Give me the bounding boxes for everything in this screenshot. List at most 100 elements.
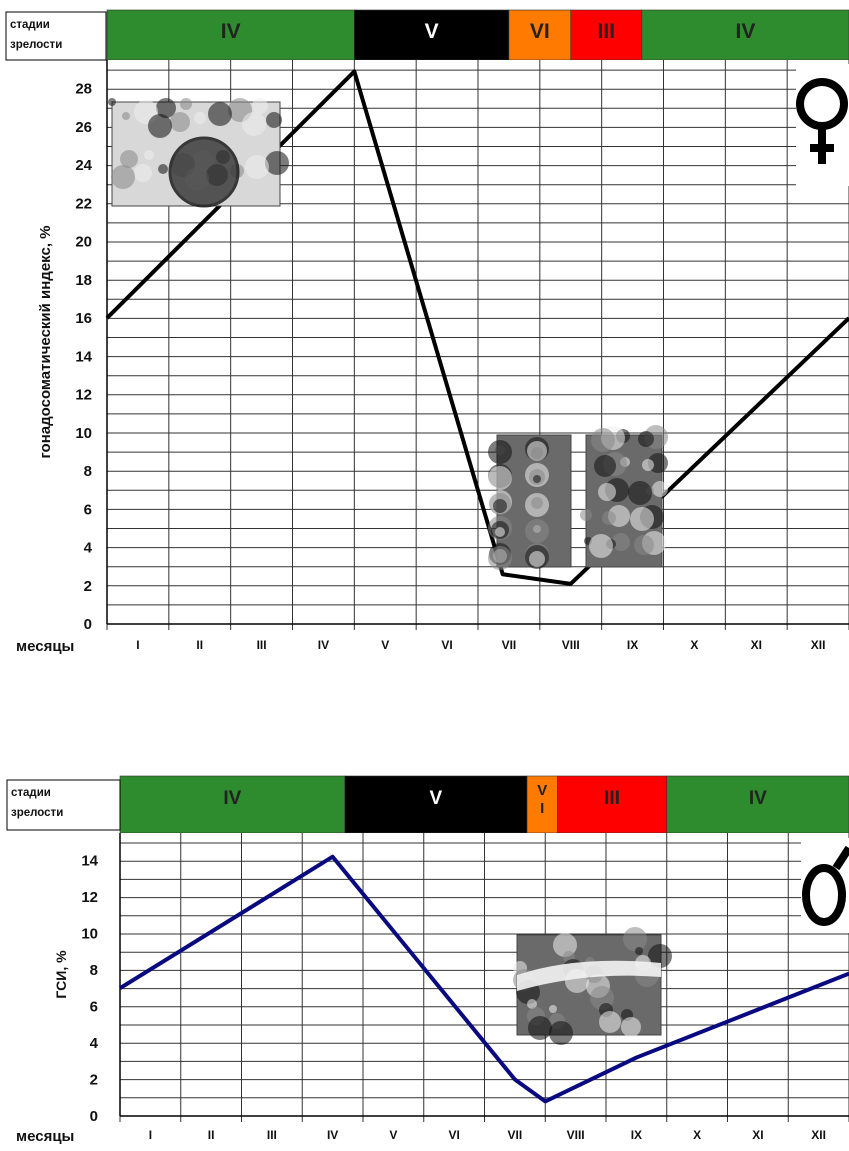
x-tick-label: VII bbox=[508, 1128, 523, 1142]
stages-caption-text: зрелости bbox=[11, 807, 63, 819]
x-tick-label: I bbox=[136, 638, 139, 652]
x-tick-label: XI bbox=[752, 1128, 763, 1142]
x-tick-label: I bbox=[149, 1128, 152, 1142]
x-tick-label: III bbox=[257, 638, 267, 652]
y-tick-label: 8 bbox=[90, 962, 98, 979]
x-tick-label: VII bbox=[502, 638, 517, 652]
y-tick-label: 6 bbox=[84, 501, 92, 518]
photo-texture bbox=[529, 551, 545, 567]
y-tick-label: 0 bbox=[84, 616, 92, 633]
photo-texture bbox=[628, 481, 652, 505]
female-symbol-icon bbox=[796, 64, 849, 186]
photo-texture bbox=[120, 150, 138, 168]
x-tick-label: X bbox=[693, 1128, 701, 1142]
photo-texture bbox=[488, 440, 512, 464]
photo-texture bbox=[599, 1011, 621, 1033]
photo-texture bbox=[525, 519, 549, 543]
photo-texture bbox=[134, 164, 152, 182]
stage-band-segment bbox=[641, 9, 849, 61]
stage-label: V bbox=[537, 782, 547, 799]
photo-texture bbox=[553, 933, 577, 957]
photo-texture bbox=[495, 527, 505, 537]
x-tick-label: XII bbox=[811, 638, 826, 652]
photo-texture bbox=[549, 1021, 573, 1045]
photo-texture bbox=[527, 999, 537, 1009]
x-tick-label: V bbox=[389, 1128, 397, 1142]
stage-band-segment bbox=[557, 775, 668, 834]
y-tick-label: 16 bbox=[75, 310, 92, 327]
x-tick-label: VIII bbox=[567, 1128, 585, 1142]
photo-texture bbox=[111, 165, 135, 189]
stage-band-segment bbox=[570, 9, 643, 61]
chart-female: IV V VI III IVстадиизрелости0246810121416182… bbox=[5, 9, 849, 655]
stage-label: III bbox=[598, 20, 616, 43]
photo-texture bbox=[208, 102, 232, 126]
x-axis-title: месяцы bbox=[16, 638, 74, 655]
photo-texture bbox=[148, 114, 172, 138]
stage-band-segment bbox=[106, 9, 355, 61]
photo-texture bbox=[252, 98, 268, 114]
stage-label: V bbox=[430, 788, 443, 809]
stage-label: IV bbox=[749, 788, 767, 809]
x-tick-label: IV bbox=[327, 1128, 338, 1142]
x-tick-label: IX bbox=[627, 638, 638, 652]
photo-texture bbox=[642, 459, 654, 471]
photo-texture bbox=[525, 493, 549, 517]
y-tick-label: 18 bbox=[75, 272, 92, 289]
y-tick-label: 24 bbox=[75, 157, 92, 174]
stages-caption-text: стадии bbox=[11, 787, 51, 799]
photo-texture bbox=[630, 507, 654, 531]
x-tick-label: XI bbox=[751, 638, 762, 652]
y-tick-label: 2 bbox=[84, 578, 92, 595]
stage-label: IV bbox=[736, 20, 756, 43]
x-tick-label: VI bbox=[448, 1128, 459, 1142]
symbol-arrow bbox=[832, 845, 849, 871]
photo-texture bbox=[635, 947, 643, 955]
stage-band-segment bbox=[354, 9, 510, 61]
x-tick-label: VIII bbox=[562, 638, 580, 652]
stage-band-segment bbox=[344, 775, 528, 834]
y-tick-label: 4 bbox=[90, 1035, 99, 1052]
histology-photo-icon bbox=[513, 927, 672, 1045]
photo-texture bbox=[108, 98, 116, 106]
stage-label: V bbox=[425, 20, 439, 43]
y-tick-label: 0 bbox=[90, 1108, 98, 1125]
x-tick-label: II bbox=[208, 1128, 215, 1142]
y-tick-label: 10 bbox=[75, 425, 92, 442]
stage-label: I bbox=[540, 800, 544, 817]
photo-texture bbox=[488, 546, 512, 570]
y-tick-label: 8 bbox=[84, 463, 92, 480]
stages-caption-text: стадии bbox=[10, 19, 50, 31]
photo-texture bbox=[493, 499, 507, 513]
stage-band-segment bbox=[666, 775, 849, 834]
photo-texture bbox=[266, 112, 282, 128]
photo-texture bbox=[648, 944, 672, 968]
photo-texture bbox=[180, 98, 192, 110]
histology-photo-icon bbox=[488, 434, 572, 570]
stage-label: IV bbox=[223, 788, 241, 809]
photo-texture bbox=[531, 447, 543, 459]
y-tick-label: 12 bbox=[81, 889, 98, 906]
photo-texture bbox=[621, 1017, 641, 1037]
histology-photo-icon bbox=[580, 425, 668, 568]
stages-caption-box bbox=[6, 779, 121, 831]
photo-texture bbox=[170, 112, 190, 132]
photo-texture bbox=[158, 164, 168, 174]
x-tick-label: III bbox=[267, 1128, 277, 1142]
x-tick-label: IV bbox=[318, 638, 329, 652]
y-tick-label: 14 bbox=[75, 348, 92, 365]
x-tick-label: V bbox=[381, 638, 389, 652]
stages-caption-text: зрелости bbox=[10, 39, 62, 51]
photo-texture bbox=[598, 483, 616, 501]
photo-texture bbox=[156, 98, 176, 118]
photo-texture bbox=[144, 150, 154, 160]
y-tick-label: 12 bbox=[75, 387, 92, 404]
y-tick-label: 20 bbox=[75, 234, 92, 251]
x-tick-label: IX bbox=[631, 1128, 642, 1142]
x-tick-label: X bbox=[690, 638, 698, 652]
x-tick-label: VI bbox=[441, 638, 452, 652]
histology-photo-icon bbox=[108, 98, 289, 208]
photo-band bbox=[517, 960, 661, 991]
photo-texture bbox=[634, 535, 654, 555]
